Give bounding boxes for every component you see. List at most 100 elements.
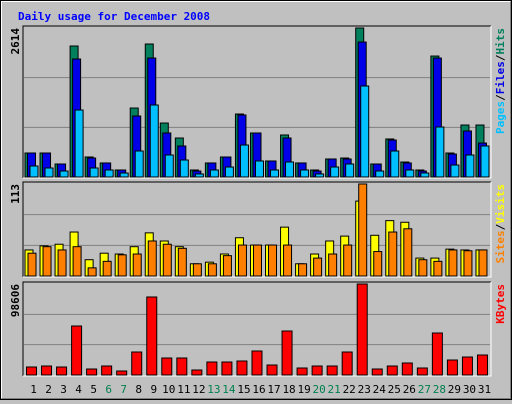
x-tick-label: 22 xyxy=(343,383,356,396)
bar xyxy=(176,357,188,376)
x-tick-label: 19 xyxy=(297,383,310,396)
legend-entry: Hits xyxy=(494,28,507,55)
bar xyxy=(239,144,249,178)
x-tick-label: 26 xyxy=(403,383,416,396)
bar xyxy=(134,150,144,178)
bar xyxy=(311,365,323,376)
legend: Sites/Visits xyxy=(494,184,507,264)
y-tick-label: 2614 xyxy=(9,28,22,55)
x-tick-label: 1 xyxy=(30,383,37,396)
bar xyxy=(463,250,473,277)
bar xyxy=(161,357,173,376)
bar xyxy=(236,360,248,376)
bar xyxy=(191,369,203,376)
panel-edge xyxy=(23,26,492,179)
legend-entry: Files xyxy=(494,61,507,94)
bar xyxy=(177,247,187,277)
bar xyxy=(74,109,84,178)
x-tick-label: 13 xyxy=(207,383,220,396)
legend-entry: Sites xyxy=(494,230,507,263)
legend: Pages/Files/Hits xyxy=(494,28,507,134)
bar xyxy=(104,169,114,178)
bar xyxy=(131,351,143,376)
bar xyxy=(315,173,325,178)
bar xyxy=(356,283,368,376)
bar xyxy=(433,260,443,277)
bar xyxy=(86,368,98,376)
bar xyxy=(435,126,445,178)
panel-edge xyxy=(22,25,491,178)
chart-title: Daily usage for December 2008 xyxy=(18,10,210,23)
bar xyxy=(405,169,415,178)
bar xyxy=(42,246,52,277)
bar xyxy=(57,249,67,277)
x-tick-label: 24 xyxy=(373,383,387,396)
x-tick-label: 25 xyxy=(388,383,401,396)
x-tick-label: 29 xyxy=(448,383,461,396)
bar xyxy=(416,367,428,376)
bar xyxy=(266,364,278,376)
bar xyxy=(194,173,204,178)
bar xyxy=(480,145,490,178)
x-tick-label: 10 xyxy=(162,383,175,396)
x-tick-label: 20 xyxy=(313,383,326,396)
bar xyxy=(116,370,128,376)
bar xyxy=(326,365,338,376)
bar xyxy=(207,263,217,277)
bar xyxy=(59,170,69,178)
bar xyxy=(373,251,383,277)
bar xyxy=(476,354,488,376)
bar xyxy=(268,244,278,277)
bar xyxy=(164,154,174,178)
bar xyxy=(224,166,234,178)
bar xyxy=(146,296,158,376)
bar xyxy=(390,150,400,178)
bar xyxy=(252,244,262,277)
x-tick-label: 16 xyxy=(252,383,265,396)
legend: KBytes xyxy=(494,284,507,324)
bar xyxy=(119,172,129,178)
bar xyxy=(132,253,142,277)
x-tick-label: 9 xyxy=(150,383,157,396)
bar xyxy=(371,368,383,376)
bar xyxy=(101,365,113,376)
legend-entry: Visits xyxy=(494,184,507,224)
bar xyxy=(298,263,308,277)
bar xyxy=(117,254,127,277)
legend-entry: KBytes xyxy=(494,284,507,324)
bar xyxy=(330,166,340,178)
x-tick-label: 31 xyxy=(478,383,491,396)
bar xyxy=(179,159,189,178)
x-tick-label: 5 xyxy=(90,383,97,396)
bar xyxy=(418,259,428,277)
bar xyxy=(465,154,475,178)
bar xyxy=(420,172,430,178)
y-tick-label: 98606 xyxy=(9,284,22,317)
bar xyxy=(27,252,37,277)
bar xyxy=(388,231,398,277)
bar xyxy=(285,161,295,178)
bar xyxy=(341,351,353,376)
x-tick-label: 28 xyxy=(433,383,446,396)
x-tick-label: 18 xyxy=(282,383,295,396)
x-tick-label: 30 xyxy=(463,383,476,396)
bar xyxy=(343,244,353,277)
x-tick-label: 23 xyxy=(358,383,371,396)
panel-edge xyxy=(22,181,491,277)
bar xyxy=(221,361,233,376)
x-tick-label: 12 xyxy=(192,383,205,396)
x-tick-label: 21 xyxy=(328,383,341,396)
bar xyxy=(206,361,218,376)
x-tick-label: 2 xyxy=(45,383,52,396)
bar xyxy=(450,164,460,178)
bar xyxy=(313,257,323,277)
x-tick-label: 14 xyxy=(222,383,236,396)
bar xyxy=(296,367,308,376)
bar xyxy=(29,165,39,178)
x-tick-label: 11 xyxy=(177,383,190,396)
legend-separator: / xyxy=(494,94,507,101)
panel-edge xyxy=(23,182,492,278)
bar xyxy=(328,253,338,277)
